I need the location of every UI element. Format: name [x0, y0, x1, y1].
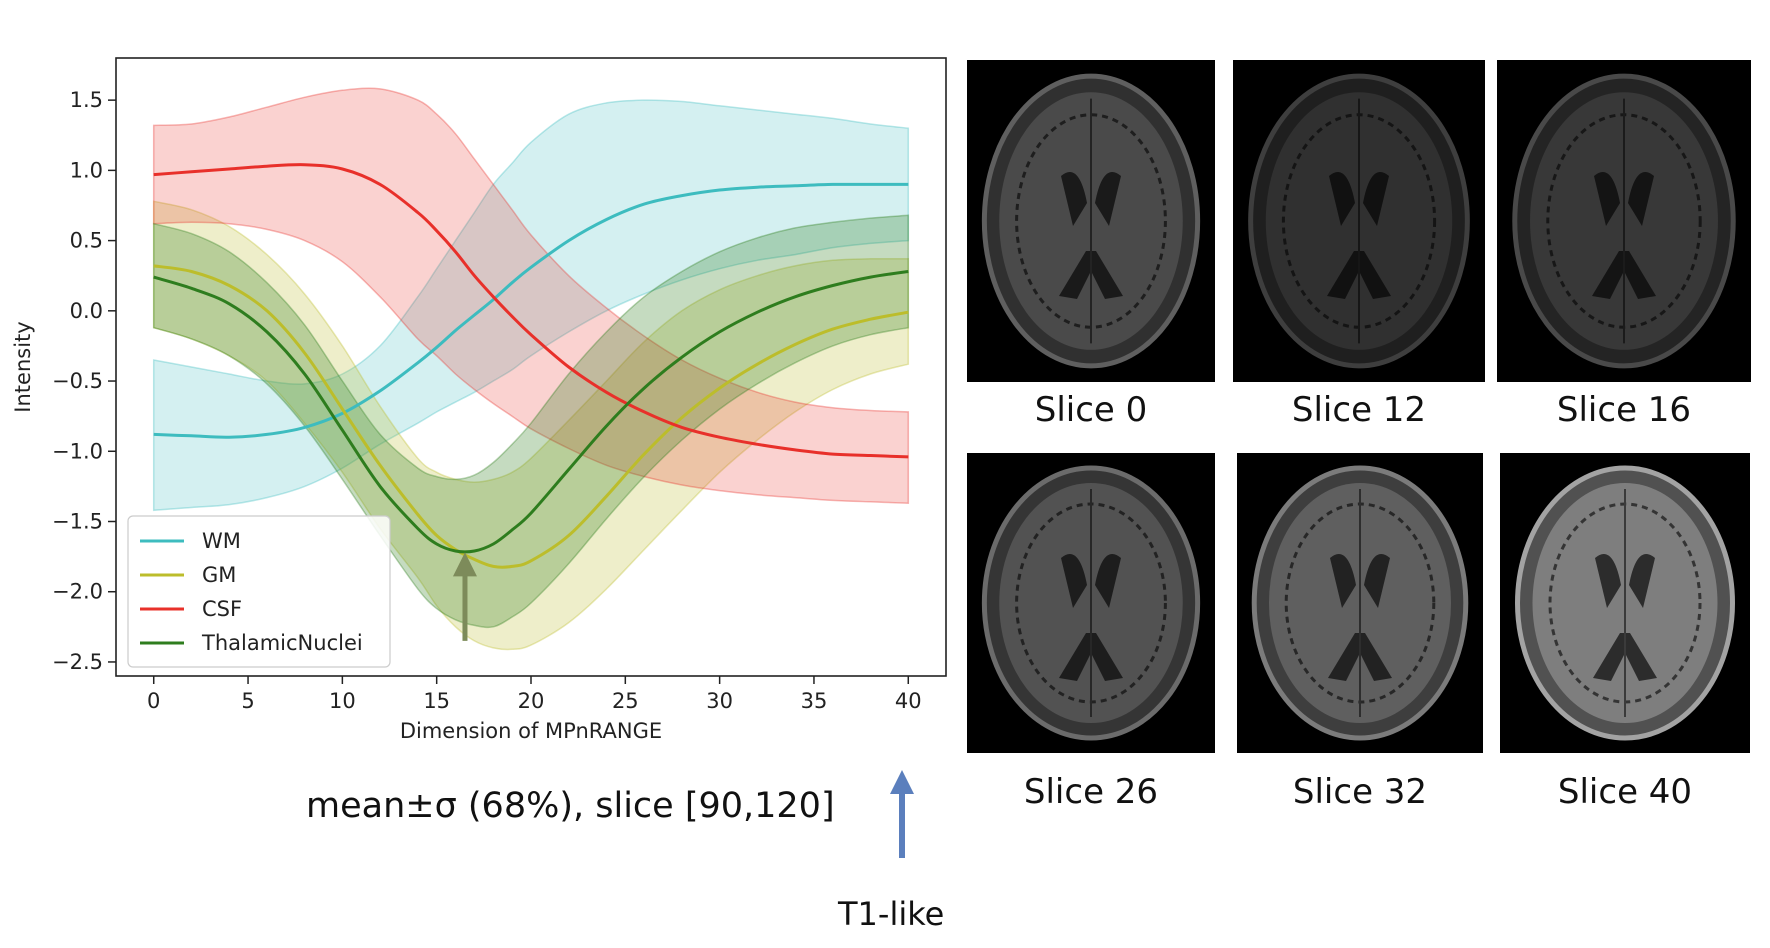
y-tick-label: 1.5: [70, 88, 103, 112]
left-ventricle: [1594, 172, 1620, 226]
x-tick-label: 35: [801, 689, 828, 713]
line-thalamicnuclei: [153, 270, 909, 554]
y-tick-label: 1.0: [70, 158, 103, 182]
right-ventricle: [1095, 172, 1121, 226]
right-ventricle: [1628, 172, 1654, 226]
brain-slice-drawing: [981, 73, 1201, 369]
y-tick-label: −1.0: [52, 439, 103, 463]
band-note: mean±σ (68%), slice [90,120]: [306, 786, 835, 826]
left-ventricle: [1595, 554, 1621, 608]
y-tick-label: −2.0: [52, 580, 103, 604]
x-tick-label: 20: [518, 689, 545, 713]
left-ventricle: [1330, 554, 1356, 608]
right-ventricle: [1364, 554, 1390, 608]
brain-slice-drawing: [1251, 465, 1469, 741]
right-ventricle: [1363, 172, 1389, 226]
arrow-marker-head: [452, 552, 477, 577]
line-chart: 0 5 10 15 20 25 30 35 40 1.5 1.0 0.5 0.0 −0.5 −1.0 −1.5…: [11, 57, 947, 743]
x-axis-label: Dimension of MPnRANGE: [400, 719, 662, 743]
line-wm: [153, 182, 909, 439]
slice-label-12: Slice 12: [1291, 390, 1427, 430]
posterior-horns: [1059, 633, 1123, 681]
t1-arrow-icon: [890, 770, 914, 858]
posterior-horns: [1059, 251, 1123, 299]
band-thalamicnuclei: [152, 214, 910, 629]
left-ventricle: [1329, 172, 1355, 226]
y-tick-label: −0.5: [52, 369, 103, 393]
cortex-folds: [1015, 113, 1167, 329]
slice-label-16: Slice 16: [1556, 390, 1692, 430]
brain-slice-drawing: [1512, 73, 1736, 369]
line-csf: [153, 163, 909, 459]
brain-slice-drawing: [981, 465, 1201, 741]
slice-label-26: Slice 26: [1023, 772, 1159, 812]
right-ventricle: [1629, 554, 1655, 608]
slice-image-26: [967, 453, 1215, 753]
band-csf: [152, 87, 910, 504]
slice-image-32: [1237, 453, 1483, 753]
slice-image-0: [967, 60, 1215, 382]
right-ventricle: [1095, 554, 1121, 608]
y-tick-label: 0.0: [70, 299, 103, 323]
left-ventricle: [1061, 172, 1087, 226]
slice-label-40: Slice 40: [1557, 772, 1693, 812]
t1-like-label: T1-like: [838, 895, 945, 933]
left-ventricle: [1061, 554, 1087, 608]
x-tick-label: 30: [706, 689, 733, 713]
line-gm: [153, 264, 909, 569]
brain-slice-drawing: [1515, 465, 1735, 741]
x-tick-label: 15: [423, 689, 450, 713]
slice-label-32: Slice 32: [1292, 772, 1428, 812]
x-tick-label: 0: [147, 689, 160, 713]
y-tick-label: −2.5: [52, 650, 103, 674]
x-tick-label: 10: [329, 689, 356, 713]
y-tick-label: 0.5: [70, 229, 103, 253]
slice-image-12: [1233, 60, 1485, 382]
y-tick-label: −1.5: [52, 510, 103, 534]
legend-label: CSF: [202, 597, 242, 621]
x-tick-label: 5: [241, 689, 254, 713]
slice-label-0: Slice 0: [1034, 390, 1148, 430]
slice-image-40: [1500, 453, 1750, 753]
x-tick-label: 25: [612, 689, 639, 713]
slice-image-16: [1497, 60, 1751, 382]
band-gm: [152, 200, 910, 651]
x-tick-label: 40: [895, 689, 922, 713]
legend-box: [127, 515, 391, 668]
posterior-horns: [1328, 633, 1392, 681]
brain-slice-drawing: [1248, 73, 1470, 369]
posterior-horns: [1593, 633, 1657, 681]
posterior-horns: [1592, 251, 1656, 299]
legend-label: WM: [202, 529, 241, 553]
posterior-horns: [1327, 251, 1391, 299]
y-axis-label: Intensity: [11, 321, 35, 412]
legend-label: GM: [202, 563, 236, 587]
legend-label: ThalamicNuclei: [201, 631, 363, 655]
